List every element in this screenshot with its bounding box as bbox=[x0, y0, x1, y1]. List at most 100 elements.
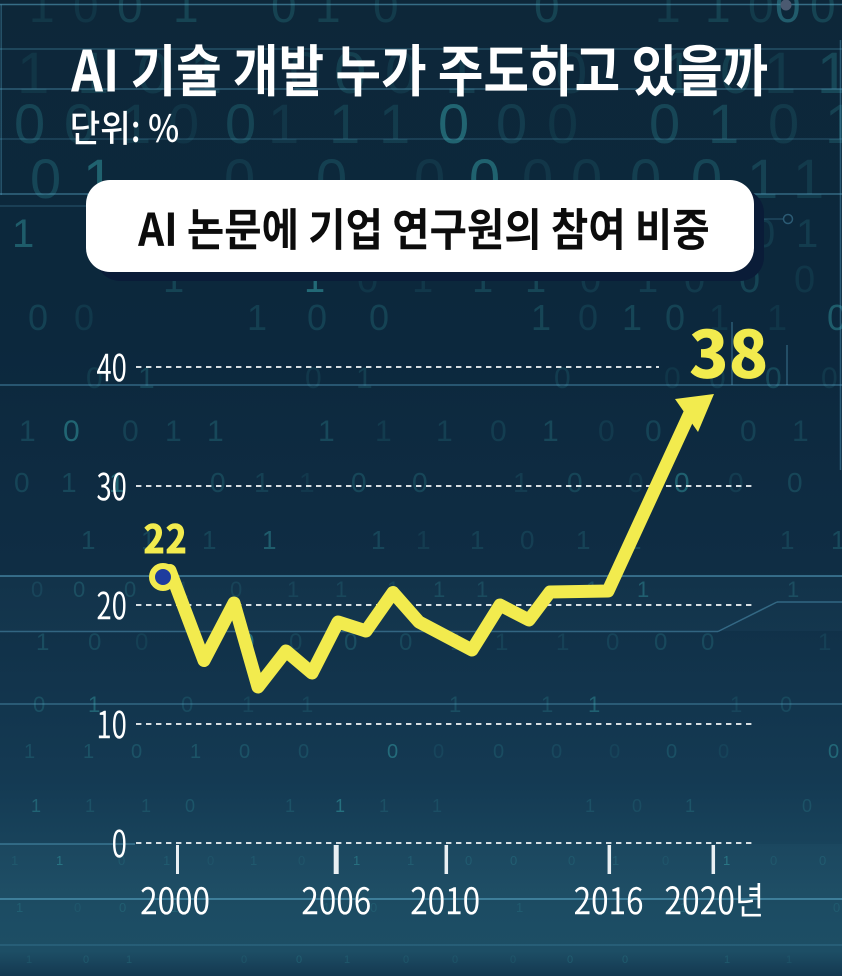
svg-text:0: 0 bbox=[654, 629, 667, 656]
svg-text:1: 1 bbox=[436, 415, 453, 448]
svg-text:0: 0 bbox=[674, 467, 690, 498]
svg-text:1: 1 bbox=[141, 796, 151, 816]
svg-text:1: 1 bbox=[622, 297, 642, 338]
svg-text:0: 0 bbox=[780, 692, 792, 717]
svg-text:1: 1 bbox=[36, 629, 49, 656]
svg-text:0: 0 bbox=[821, 362, 838, 395]
svg-text:1: 1 bbox=[764, 41, 796, 106]
svg-text:1: 1 bbox=[242, 692, 254, 717]
svg-text:0: 0 bbox=[207, 853, 214, 868]
svg-text:0: 0 bbox=[628, 467, 644, 498]
svg-text:0: 0 bbox=[298, 741, 309, 763]
svg-text:1: 1 bbox=[476, 577, 488, 602]
svg-text:0: 0 bbox=[768, 92, 799, 155]
svg-text:1: 1 bbox=[254, 467, 270, 498]
svg-text:0: 0 bbox=[73, 0, 99, 32]
svg-text:1: 1 bbox=[379, 796, 389, 816]
svg-text:1: 1 bbox=[576, 525, 590, 555]
svg-text:0: 0 bbox=[802, 796, 812, 816]
svg-text:1: 1 bbox=[780, 525, 794, 555]
svg-text:0: 0 bbox=[554, 362, 571, 395]
svg-text:0: 0 bbox=[567, 954, 573, 966]
svg-text:0: 0 bbox=[622, 954, 628, 966]
svg-text:1: 1 bbox=[831, 525, 842, 555]
svg-text:0: 0 bbox=[185, 796, 195, 816]
svg-text:0: 0 bbox=[225, 92, 256, 155]
svg-text:1: 1 bbox=[171, 900, 178, 915]
svg-text:0: 0 bbox=[124, 577, 136, 602]
svg-text:0: 0 bbox=[496, 92, 527, 155]
svg-text:1: 1 bbox=[470, 525, 484, 555]
svg-text:0: 0 bbox=[666, 741, 677, 763]
svg-text:1: 1 bbox=[680, 900, 687, 915]
svg-text:1: 1 bbox=[556, 629, 569, 656]
svg-text:0: 0 bbox=[73, 577, 85, 602]
svg-text:0: 0 bbox=[510, 853, 517, 868]
svg-text:0: 0 bbox=[305, 362, 322, 395]
svg-text:1: 1 bbox=[637, 577, 649, 602]
svg-text:0: 0 bbox=[63, 415, 80, 448]
svg-text:1: 1 bbox=[12, 212, 34, 256]
svg-text:0: 0 bbox=[510, 954, 516, 966]
svg-text:0: 0 bbox=[701, 629, 714, 656]
svg-text:0: 0 bbox=[387, 741, 398, 763]
svg-text:1: 1 bbox=[793, 147, 824, 210]
svg-text:1: 1 bbox=[138, 362, 155, 395]
svg-text:1: 1 bbox=[818, 629, 831, 656]
svg-text:1: 1 bbox=[285, 796, 295, 816]
svg-text:1: 1 bbox=[109, 467, 125, 498]
svg-text:1: 1 bbox=[787, 577, 799, 602]
svg-text:1: 1 bbox=[26, 954, 32, 966]
svg-text:0: 0 bbox=[662, 853, 669, 868]
svg-text:0: 0 bbox=[438, 92, 469, 155]
svg-text:0: 0 bbox=[728, 467, 744, 498]
svg-text:1: 1 bbox=[516, 900, 523, 915]
svg-text:1: 1 bbox=[85, 796, 95, 816]
svg-text:1: 1 bbox=[786, 954, 792, 966]
svg-text:0: 0 bbox=[465, 853, 472, 868]
svg-text:0: 0 bbox=[74, 900, 81, 915]
svg-text:1: 1 bbox=[301, 692, 313, 717]
svg-text:1: 1 bbox=[287, 577, 299, 602]
svg-text:0: 0 bbox=[567, 467, 583, 498]
svg-text:0: 0 bbox=[568, 853, 575, 868]
svg-text:0: 0 bbox=[210, 467, 226, 498]
svg-text:0: 0 bbox=[645, 415, 662, 448]
svg-text:0: 0 bbox=[770, 853, 777, 868]
svg-text:1: 1 bbox=[126, 954, 132, 966]
svg-text:1: 1 bbox=[825, 92, 842, 155]
svg-text:1: 1 bbox=[723, 853, 730, 868]
svg-text:0: 0 bbox=[748, 0, 774, 32]
svg-text:1: 1 bbox=[190, 741, 201, 763]
svg-text:0: 0 bbox=[135, 629, 148, 656]
svg-text:1: 1 bbox=[11, 853, 18, 868]
svg-text:0: 0 bbox=[649, 92, 680, 155]
svg-text:0: 0 bbox=[344, 629, 357, 656]
svg-text:0: 0 bbox=[122, 415, 139, 448]
svg-text:0: 0 bbox=[794, 259, 815, 301]
svg-text:0: 0 bbox=[230, 577, 242, 602]
svg-text:1: 1 bbox=[375, 415, 392, 448]
svg-text:0: 0 bbox=[119, 900, 126, 915]
svg-text:0: 0 bbox=[33, 692, 45, 717]
svg-text:1: 1 bbox=[416, 525, 430, 555]
svg-text:1: 1 bbox=[542, 415, 559, 448]
svg-text:1: 1 bbox=[353, 853, 360, 868]
svg-text:0: 0 bbox=[718, 741, 729, 763]
svg-text:1: 1 bbox=[407, 853, 414, 868]
svg-text:0: 0 bbox=[493, 741, 504, 763]
svg-text:0: 0 bbox=[117, 0, 143, 32]
svg-text:0: 0 bbox=[609, 741, 620, 763]
svg-text:1: 1 bbox=[335, 796, 345, 816]
svg-text:1: 1 bbox=[56, 853, 63, 868]
svg-text:0: 0 bbox=[765, 362, 782, 395]
svg-text:1: 1 bbox=[250, 853, 257, 868]
svg-text:1: 1 bbox=[207, 415, 224, 448]
svg-text:0: 0 bbox=[534, 0, 560, 32]
svg-text:0: 0 bbox=[819, 853, 826, 868]
svg-text:0: 0 bbox=[452, 954, 458, 966]
svg-text:0: 0 bbox=[664, 362, 681, 395]
svg-text:1: 1 bbox=[163, 853, 170, 868]
svg-text:0: 0 bbox=[31, 577, 43, 602]
svg-text:0: 0 bbox=[373, 0, 399, 32]
